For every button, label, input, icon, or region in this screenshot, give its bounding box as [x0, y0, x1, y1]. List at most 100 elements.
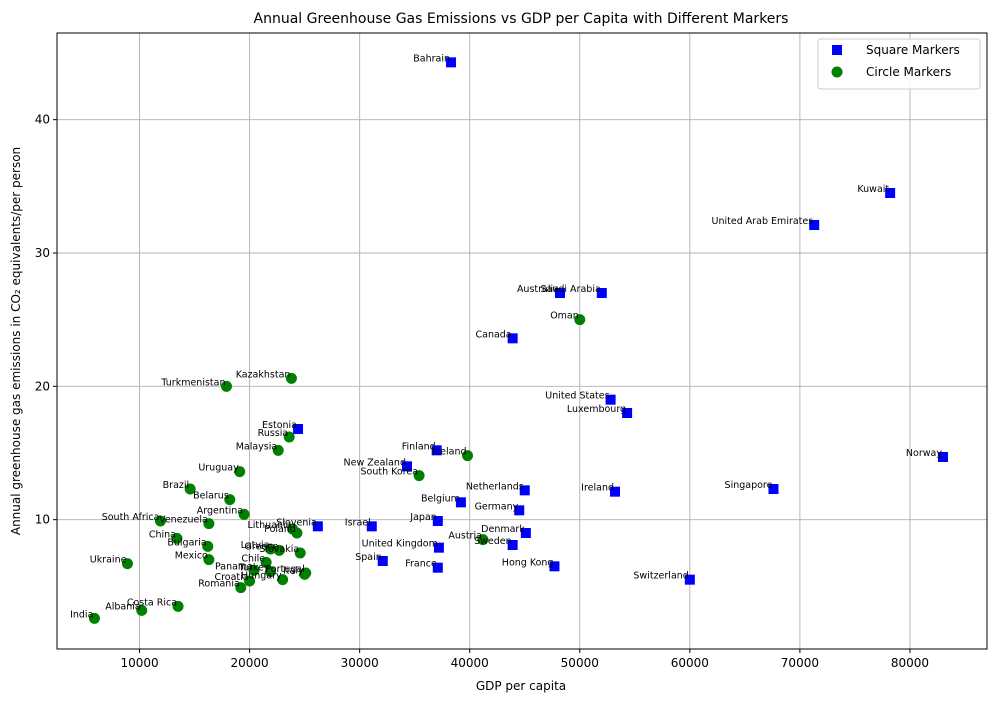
point-label-russia: Russia [258, 428, 289, 439]
point-label-kazakhstan: Kazakhstan [236, 369, 291, 380]
point-label-mexico: Mexico [175, 551, 208, 562]
point-label-hong-kong: Hong Kong [502, 557, 554, 568]
point-square-denmark [520, 528, 531, 538]
point-circle-mexico [203, 554, 215, 566]
y-tick-label: 20 [35, 379, 50, 393]
point-label-brazil: Brazil [163, 480, 190, 491]
legend: Square Markers Circle Markers [817, 38, 981, 90]
point-circle-turkey [265, 566, 277, 578]
point-square-hong-kong [549, 561, 560, 572]
point-square-sweden [507, 540, 518, 550]
y-tick-label: 30 [35, 246, 50, 260]
point-label-united-kingdom: United Kingdom [362, 539, 438, 550]
point-label-canada: Canada [475, 329, 511, 340]
point-circle-argentina [238, 508, 250, 520]
point-label-hungary: Hungary [241, 571, 282, 582]
point-circle-hungary [277, 574, 289, 586]
point-label-poland: Poland [264, 524, 296, 535]
point-label-japan: Japan [409, 512, 437, 523]
point-label-turkey: Turkey [238, 563, 270, 574]
point-circle-brazil [184, 483, 196, 495]
x-tick-label: 50000 [561, 656, 599, 670]
point-circle-italy [299, 568, 311, 580]
point-circle-china [171, 532, 183, 544]
point-label-new-zealand: New Zealand [344, 457, 406, 468]
point-label-panama: Panama [215, 561, 253, 572]
point-label-iceland: Iceland [432, 447, 466, 458]
y-axis-ticks: 10 20 30 40 [35, 113, 57, 527]
point-square-spain [377, 556, 388, 566]
x-tick-label: 30000 [341, 656, 379, 670]
point-circle-croatia [244, 575, 256, 587]
point-label-denmark: Denmark [481, 524, 525, 535]
point-label-ukraine: Ukraine [90, 555, 127, 566]
legend-square-swatch [832, 45, 842, 55]
point-label-slovenia: Slovenia [276, 517, 316, 528]
point-label-romania: Romania [198, 579, 240, 590]
point-square-finland [431, 445, 442, 456]
point-label-china: China [149, 529, 176, 540]
point-label-south-africa: South Africa [102, 512, 160, 523]
point-square-slovenia [312, 521, 323, 532]
point-circle-ukraine [121, 558, 133, 570]
point-circle-oman [574, 314, 586, 326]
grid-lines [57, 33, 987, 649]
point-circle-kazakhstan [285, 372, 297, 384]
point-square-france [432, 562, 443, 573]
point-label-turkmenistan: Turkmenistan [160, 377, 225, 388]
point-square-luxembourg [622, 408, 633, 418]
point-label-australia: Australia [517, 284, 559, 295]
point-label-lithuania: Lithuania [248, 520, 292, 531]
point-square-kuwait [885, 188, 896, 198]
point-square-switzerland [684, 574, 695, 585]
point-label-switzerland: Switzerland [633, 571, 688, 582]
legend-box [817, 38, 981, 90]
point-square-israel [366, 521, 377, 532]
point-circle-bulgaria [202, 540, 214, 552]
point-square-saudi-arabia [596, 288, 607, 298]
point-circle-iceland [462, 450, 474, 462]
point-circle-chile [260, 556, 272, 568]
point-label-croatia: Croatia [214, 572, 248, 583]
point-circle-romania [235, 582, 247, 594]
x-tick-label: 80000 [891, 656, 929, 670]
point-label-portugal: Portugal [265, 564, 304, 575]
point-label-israel: Israel [345, 517, 371, 528]
point-label-spain: Spain [355, 552, 382, 563]
point-square-united-states [605, 394, 616, 405]
point-label-france: France [405, 559, 437, 570]
chart-title: Annual Greenhouse Gas Emissions vs GDP p… [254, 11, 789, 27]
point-circle-latvia [265, 543, 277, 555]
point-circle-south-korea [413, 470, 425, 482]
point-label-italy: Italy [283, 565, 304, 576]
x-tick-label: 40000 [451, 656, 489, 670]
point-square-bahrain [446, 57, 457, 68]
y-tick-label: 40 [35, 113, 50, 127]
point-label-germany: Germany [475, 501, 519, 512]
point-label-south-korea: South Korea [361, 467, 419, 478]
plot-frame [56, 32, 988, 650]
y-axis-label: Annual greenhouse gas emissions in CO₂ e… [9, 147, 23, 535]
point-label-united-arab-emirates: United Arab Emirates [712, 216, 814, 227]
point-label-greece: Greece [244, 541, 278, 552]
point-label-sweden: Sweden [474, 536, 512, 547]
point-label-oman: Oman [550, 311, 579, 322]
point-circle-costa-rica [172, 600, 184, 612]
point-label-finland: Finland [402, 441, 436, 452]
point-square-new-zealand [401, 461, 412, 472]
point-square-norway [937, 452, 948, 462]
point-label-latvia: Latvia [241, 540, 270, 551]
legend-entry-circle: Circle Markers [866, 65, 951, 79]
point-labels: Bahrain Kuwait United Arab Emirates Austral… [70, 53, 942, 620]
point-label-singapore: Singapore [725, 480, 773, 491]
y-tick-label: 10 [35, 513, 50, 527]
point-label-netherlands: Netherlands [466, 481, 524, 492]
x-tick-label: 10000 [120, 656, 158, 670]
point-label-bahrain: Bahrain [413, 53, 450, 64]
point-label-uruguay: Uruguay [198, 463, 239, 474]
point-label-norway: Norway [906, 448, 942, 459]
data-points [88, 57, 948, 624]
point-circle-slovakia [294, 547, 306, 559]
point-label-costa-rica: Costa Rica [127, 597, 177, 608]
